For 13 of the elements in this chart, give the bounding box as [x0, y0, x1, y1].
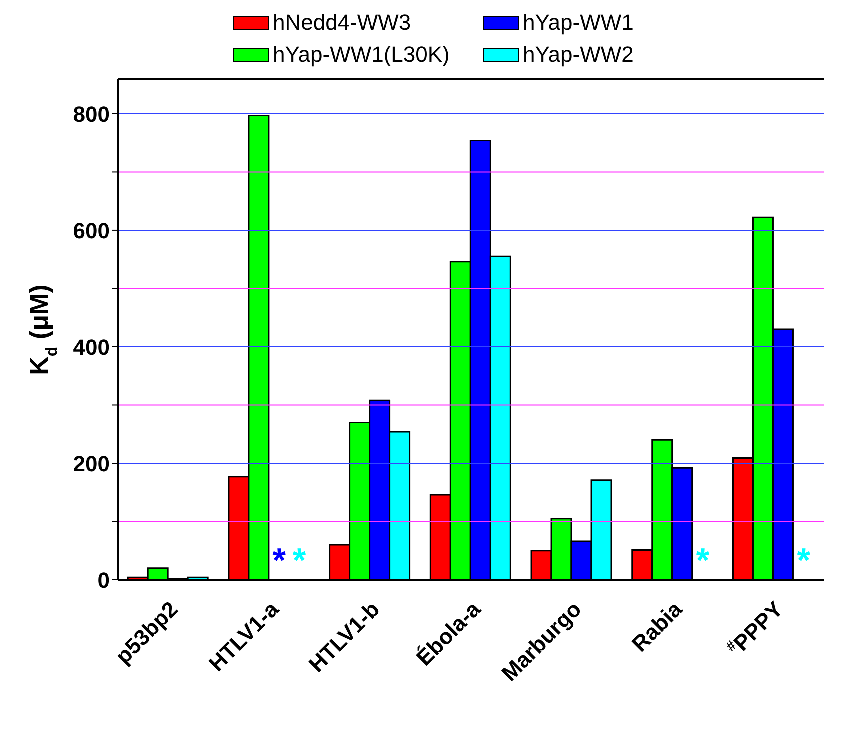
- legend-label: hYap-WW2: [523, 42, 634, 68]
- y-tick-label: 800: [73, 102, 110, 127]
- legend-label: hYap-WW1: [523, 10, 634, 36]
- y-tick-label: 0: [98, 568, 110, 593]
- annotation: *: [696, 542, 710, 580]
- y-tick-label: 200: [73, 451, 110, 476]
- y-tick-label: 400: [73, 334, 110, 360]
- annotation: *: [292, 542, 307, 580]
- annotation: *: [272, 542, 287, 580]
- legend-label: hYap-WW1(L30K): [273, 42, 450, 68]
- annotation: *: [797, 542, 812, 580]
- y-tick-label: 600: [73, 218, 110, 244]
- legend-label: hNedd4-WW3: [273, 10, 412, 36]
